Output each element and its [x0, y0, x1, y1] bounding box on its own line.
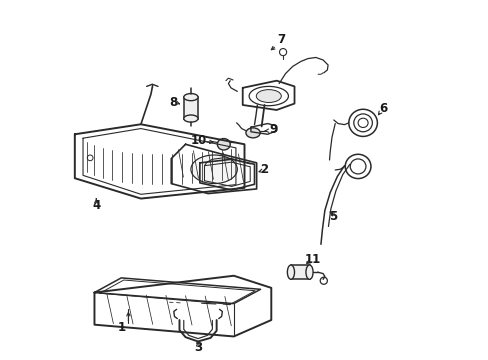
Text: 8: 8 [169, 96, 178, 109]
Text: 5: 5 [328, 210, 337, 223]
Ellipse shape [183, 115, 198, 122]
Bar [183, 97, 198, 118]
Ellipse shape [190, 155, 237, 184]
Text: 1: 1 [117, 321, 125, 334]
Bar [290, 265, 309, 279]
Ellipse shape [287, 265, 294, 279]
Text: 9: 9 [268, 123, 277, 136]
Text: 3: 3 [194, 341, 202, 354]
Text: 4: 4 [92, 198, 100, 212]
Ellipse shape [217, 139, 230, 150]
Text: 10: 10 [191, 134, 207, 147]
Ellipse shape [256, 90, 281, 103]
Text: 6: 6 [378, 102, 386, 115]
Ellipse shape [183, 94, 198, 101]
Text: 11: 11 [304, 253, 320, 266]
Ellipse shape [245, 128, 260, 138]
Ellipse shape [305, 265, 312, 279]
Text: 7: 7 [276, 33, 285, 46]
Text: 2: 2 [260, 163, 268, 176]
